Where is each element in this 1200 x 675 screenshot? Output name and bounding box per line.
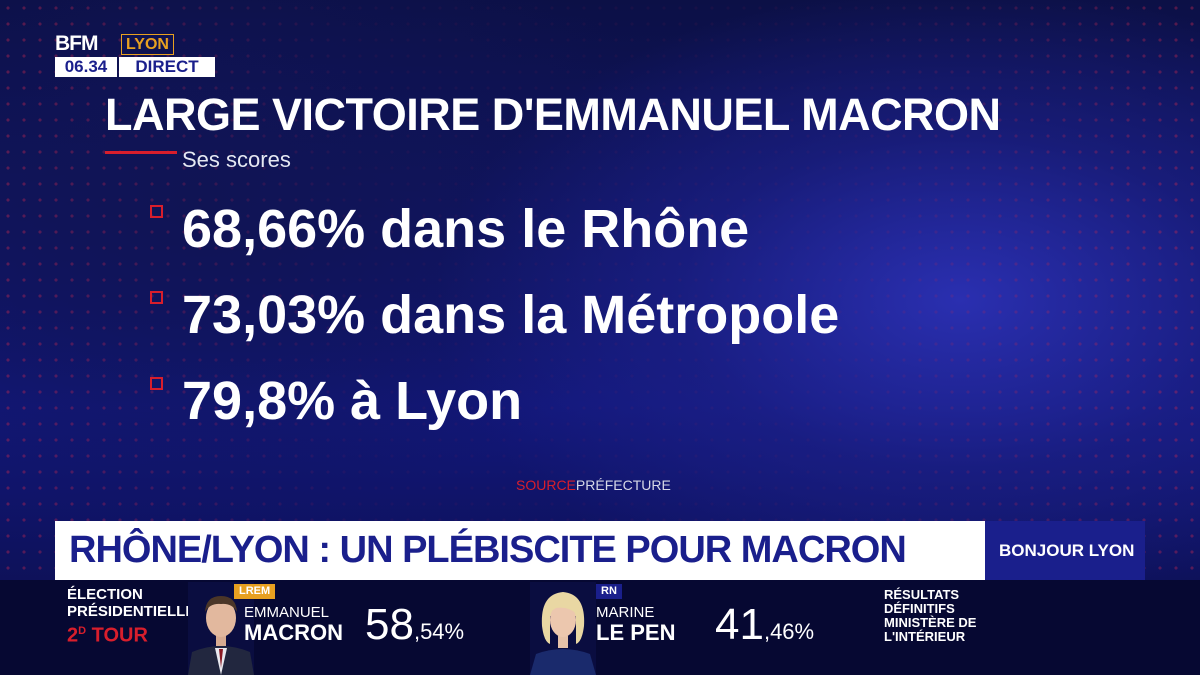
candidate-score: 58,54%: [365, 600, 465, 649]
candidate-first-name: MARINE: [596, 604, 655, 621]
candidate-last-name: LE PEN: [596, 620, 676, 645]
candidate-le-pen: RN MARINE LE PEN 41,46%: [530, 582, 830, 675]
square-bullet-icon: [150, 205, 163, 218]
results-source: RÉSULTATS DÉFINITIFS MINISTÈRE DE L'INTÉ…: [884, 588, 976, 644]
party-badge: RN: [596, 584, 622, 599]
candidate-score: 41,46%: [715, 600, 815, 649]
results-line2: DÉFINITIFS: [884, 601, 955, 616]
source-credit: SOURCEPRÉFECTURE: [516, 477, 671, 493]
clock: 06.34: [55, 57, 117, 77]
ticker-text: RHÔNE/LYON : UN PLÉBISCITE POUR MACRON: [69, 529, 907, 571]
results-line3: MINISTÈRE DE: [884, 615, 977, 630]
results-line1: RÉSULTATS: [884, 587, 960, 602]
election-round: 2D TOUR: [67, 624, 148, 647]
candidate-last-name: MACRON: [244, 620, 343, 645]
candidate-first-name: EMMANUEL: [244, 604, 330, 621]
square-bullet-icon: [150, 377, 163, 390]
live-badge: DIRECT: [119, 57, 215, 77]
source-value: PRÉFECTURE: [575, 477, 671, 493]
election-line2: PRÉSIDENTIELLE: [67, 603, 196, 620]
square-bullet-icon: [150, 291, 163, 304]
results-line4: L'INTÉRIEUR: [884, 629, 966, 644]
score-text: 79,8% à Lyon: [182, 371, 523, 431]
news-ticker: RHÔNE/LYON : UN PLÉBISCITE POUR MACRON: [55, 521, 985, 580]
channel-logo: BFM LYON 06.34 DIRECT: [55, 33, 215, 79]
title-underline: [105, 151, 177, 154]
program-badge: BONJOUR LYON: [985, 521, 1145, 580]
party-badge: LREM: [234, 584, 276, 599]
logo-brand: BFM: [55, 32, 99, 55]
program-name: BONJOUR LYON: [999, 541, 1135, 560]
election-line1: ÉLECTION: [67, 586, 143, 603]
headline-title: LARGE VICTOIRE D'EMMANUEL MACRON: [105, 89, 1001, 140]
source-label: SOURCE: [516, 477, 576, 493]
score-text: 73,03% dans la Métropole: [182, 285, 840, 345]
logo-city: LYON: [121, 34, 174, 55]
score-text: 68,66% dans le Rhône: [182, 199, 750, 259]
candidate-macron: LREM EMMANUEL MACRON 58,54%: [188, 582, 488, 675]
headline-subtitle: Ses scores: [182, 147, 291, 172]
candidate-photo: [530, 582, 596, 675]
election-label: ÉLECTION PRÉSIDENTIELLE 2D TOUR: [67, 586, 195, 647]
